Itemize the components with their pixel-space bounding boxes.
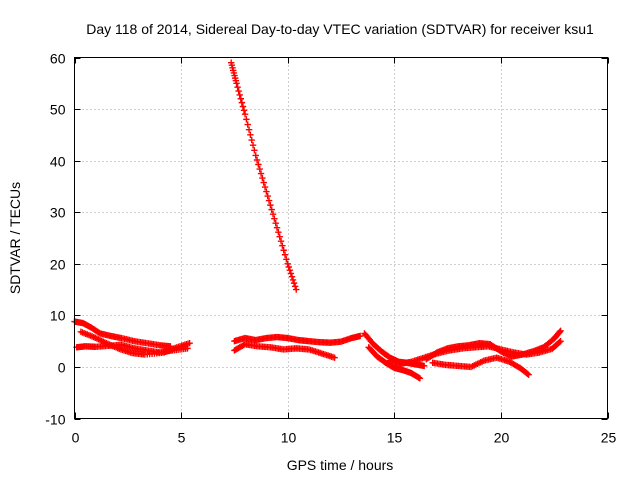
data-point — [524, 370, 531, 378]
data-point — [272, 219, 279, 227]
data-point — [285, 263, 292, 271]
data-point — [284, 260, 291, 267]
data-point — [279, 242, 286, 249]
data-point — [287, 270, 295, 277]
data-point — [259, 174, 266, 182]
x-tick-label: 15 — [387, 430, 403, 446]
data-point — [237, 95, 244, 102]
grid-lines — [74, 57, 608, 419]
data-point — [247, 131, 254, 139]
data-point — [280, 247, 287, 254]
series-0 — [228, 59, 300, 293]
data-point — [263, 188, 270, 195]
data-point — [289, 276, 297, 284]
data-point — [293, 286, 300, 293]
series-5 — [231, 341, 338, 361]
x-tick-label: 20 — [494, 430, 510, 446]
data-point — [288, 273, 296, 280]
x-tick-label: 25 — [601, 430, 617, 446]
y-tick-label: 40 — [50, 154, 66, 170]
data-point — [356, 332, 364, 340]
y-axis-label: SDTVAR / TECUs — [7, 182, 23, 294]
y-tick-label: -10 — [45, 412, 65, 428]
data-point — [251, 147, 258, 154]
data-point — [252, 152, 259, 159]
plot-frame — [74, 57, 608, 419]
data-point — [255, 161, 262, 168]
data-point — [267, 201, 274, 209]
data-point — [275, 228, 282, 236]
data-point — [268, 206, 275, 213]
data-point — [420, 362, 428, 370]
data-point — [243, 116, 250, 123]
data-point — [265, 197, 273, 204]
data-point — [291, 283, 299, 290]
series-3 — [77, 328, 193, 358]
x-tick-label: 5 — [178, 430, 186, 446]
data-point — [273, 224, 281, 231]
x-tick-label: 10 — [281, 430, 297, 446]
data-point — [234, 83, 241, 91]
y-tick-label: 60 — [50, 51, 66, 67]
data-point — [277, 238, 285, 245]
data-point — [281, 251, 289, 258]
data-point — [331, 354, 338, 361]
data-point — [264, 192, 271, 200]
data-point — [233, 80, 240, 87]
y-tick-label: 20 — [50, 257, 66, 273]
data-point — [269, 210, 277, 218]
data-point — [416, 375, 424, 382]
data-point — [253, 156, 261, 164]
data-point — [248, 136, 255, 144]
data-point — [236, 91, 243, 99]
y-tick-label: 50 — [50, 102, 66, 118]
data-point — [290, 279, 298, 287]
y-tick-label: 10 — [50, 308, 66, 324]
data-point — [239, 103, 247, 110]
data-point — [257, 170, 265, 177]
data-point — [245, 126, 253, 133]
data-point — [249, 141, 257, 149]
axis-ticks: 0 5 10 15 20 25 -10 0 10 20 30 40 50 60 — [45, 51, 616, 446]
y-tick-label: 30 — [50, 205, 66, 221]
data-point — [276, 233, 283, 240]
data-point — [286, 267, 294, 274]
series-7 — [365, 344, 424, 382]
data-point — [256, 165, 263, 173]
x-axis-label: GPS time / hours — [287, 457, 394, 473]
data-point — [556, 338, 563, 346]
data-point — [244, 121, 251, 128]
data-point — [283, 256, 290, 263]
y-tick-label: 0 — [58, 360, 66, 376]
series-9 — [423, 327, 564, 363]
data-point — [556, 328, 563, 335]
data-points — [71, 59, 564, 382]
data-point — [238, 99, 246, 106]
data-point — [260, 179, 267, 186]
data-point — [186, 340, 193, 347]
data-point — [525, 371, 532, 378]
data-point — [240, 107, 248, 114]
series-10 — [429, 354, 532, 378]
data-point — [261, 183, 269, 191]
chart-title: Day 118 of 2014, Sidereal Day-to-day VTE… — [86, 21, 594, 37]
data-point — [241, 111, 249, 118]
x-tick-label: 0 — [72, 430, 80, 446]
data-point — [557, 327, 564, 335]
data-point — [235, 87, 242, 95]
data-point — [557, 337, 564, 345]
data-point — [271, 215, 278, 222]
series-4 — [231, 332, 364, 346]
